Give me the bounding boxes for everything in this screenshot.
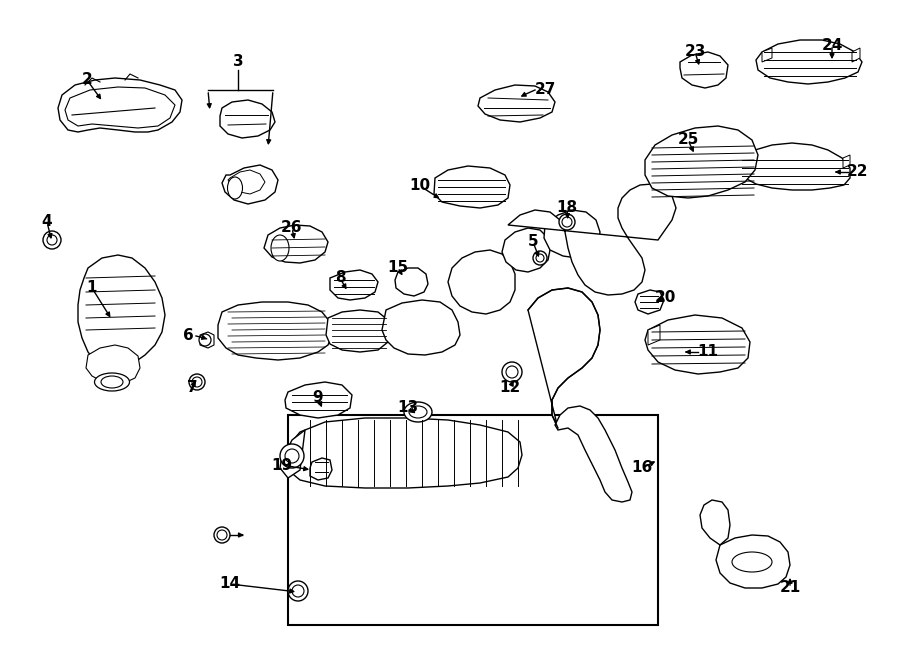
Polygon shape bbox=[502, 228, 550, 272]
Polygon shape bbox=[228, 170, 265, 194]
Polygon shape bbox=[280, 430, 305, 478]
Polygon shape bbox=[528, 288, 600, 428]
Text: 19: 19 bbox=[272, 457, 292, 473]
Polygon shape bbox=[635, 290, 664, 314]
Circle shape bbox=[292, 585, 304, 597]
Polygon shape bbox=[716, 535, 790, 588]
Polygon shape bbox=[264, 225, 328, 263]
Polygon shape bbox=[65, 87, 175, 128]
Circle shape bbox=[506, 366, 518, 378]
Ellipse shape bbox=[409, 406, 427, 418]
Ellipse shape bbox=[732, 552, 772, 572]
Circle shape bbox=[288, 581, 308, 601]
Ellipse shape bbox=[404, 402, 432, 422]
Polygon shape bbox=[843, 155, 850, 168]
Polygon shape bbox=[58, 78, 182, 132]
Text: 15: 15 bbox=[387, 260, 409, 276]
Text: 16: 16 bbox=[632, 461, 652, 475]
Text: 4: 4 bbox=[41, 215, 52, 229]
Polygon shape bbox=[756, 40, 862, 84]
Circle shape bbox=[192, 377, 202, 387]
Polygon shape bbox=[738, 143, 850, 190]
Text: 6: 6 bbox=[183, 329, 194, 344]
Text: 26: 26 bbox=[281, 221, 302, 235]
Polygon shape bbox=[648, 325, 660, 345]
Text: 12: 12 bbox=[500, 381, 520, 395]
Text: 1: 1 bbox=[86, 280, 97, 295]
Text: 3: 3 bbox=[233, 54, 243, 69]
Polygon shape bbox=[200, 332, 214, 348]
Ellipse shape bbox=[94, 373, 130, 391]
Text: 10: 10 bbox=[410, 178, 430, 194]
Circle shape bbox=[285, 449, 299, 463]
Text: 18: 18 bbox=[556, 200, 578, 215]
Text: 9: 9 bbox=[312, 391, 323, 405]
Polygon shape bbox=[434, 166, 510, 208]
Polygon shape bbox=[762, 48, 772, 62]
Polygon shape bbox=[218, 302, 332, 360]
Polygon shape bbox=[544, 210, 600, 258]
Ellipse shape bbox=[271, 235, 289, 261]
Text: 13: 13 bbox=[398, 401, 418, 416]
Circle shape bbox=[559, 214, 575, 230]
Polygon shape bbox=[395, 268, 428, 296]
Text: 27: 27 bbox=[535, 83, 555, 98]
Polygon shape bbox=[852, 48, 860, 62]
Text: 7: 7 bbox=[186, 381, 197, 395]
Polygon shape bbox=[222, 165, 278, 204]
Polygon shape bbox=[330, 270, 378, 300]
Polygon shape bbox=[86, 345, 140, 385]
Polygon shape bbox=[310, 458, 332, 480]
Circle shape bbox=[562, 217, 572, 227]
Circle shape bbox=[280, 444, 304, 468]
Circle shape bbox=[217, 530, 227, 540]
Text: 25: 25 bbox=[678, 132, 698, 147]
Polygon shape bbox=[555, 406, 632, 502]
Polygon shape bbox=[478, 85, 555, 122]
Polygon shape bbox=[220, 100, 275, 138]
Polygon shape bbox=[680, 52, 728, 88]
Polygon shape bbox=[740, 155, 748, 168]
Text: 14: 14 bbox=[220, 576, 240, 592]
Circle shape bbox=[199, 334, 211, 346]
Polygon shape bbox=[286, 418, 522, 488]
Polygon shape bbox=[326, 310, 390, 352]
Polygon shape bbox=[508, 184, 676, 295]
Polygon shape bbox=[700, 500, 730, 545]
Text: 11: 11 bbox=[698, 344, 718, 360]
Ellipse shape bbox=[228, 177, 242, 199]
Polygon shape bbox=[645, 126, 758, 198]
Circle shape bbox=[189, 374, 205, 390]
Circle shape bbox=[47, 235, 57, 245]
Circle shape bbox=[536, 254, 544, 262]
Polygon shape bbox=[448, 250, 515, 314]
Ellipse shape bbox=[101, 376, 123, 388]
Text: 20: 20 bbox=[654, 290, 676, 305]
Text: 23: 23 bbox=[684, 44, 706, 59]
Text: 5: 5 bbox=[527, 235, 538, 249]
Circle shape bbox=[43, 231, 61, 249]
Bar bbox=[288, 415, 658, 625]
Polygon shape bbox=[285, 382, 352, 418]
Text: 2: 2 bbox=[82, 73, 93, 87]
Circle shape bbox=[214, 527, 230, 543]
Polygon shape bbox=[382, 300, 460, 355]
Text: 21: 21 bbox=[779, 580, 801, 596]
Polygon shape bbox=[78, 255, 165, 370]
Text: 22: 22 bbox=[847, 165, 868, 180]
Text: 24: 24 bbox=[822, 38, 842, 52]
Circle shape bbox=[533, 251, 547, 265]
Text: 8: 8 bbox=[335, 270, 346, 286]
Polygon shape bbox=[645, 315, 750, 374]
Circle shape bbox=[502, 362, 522, 382]
